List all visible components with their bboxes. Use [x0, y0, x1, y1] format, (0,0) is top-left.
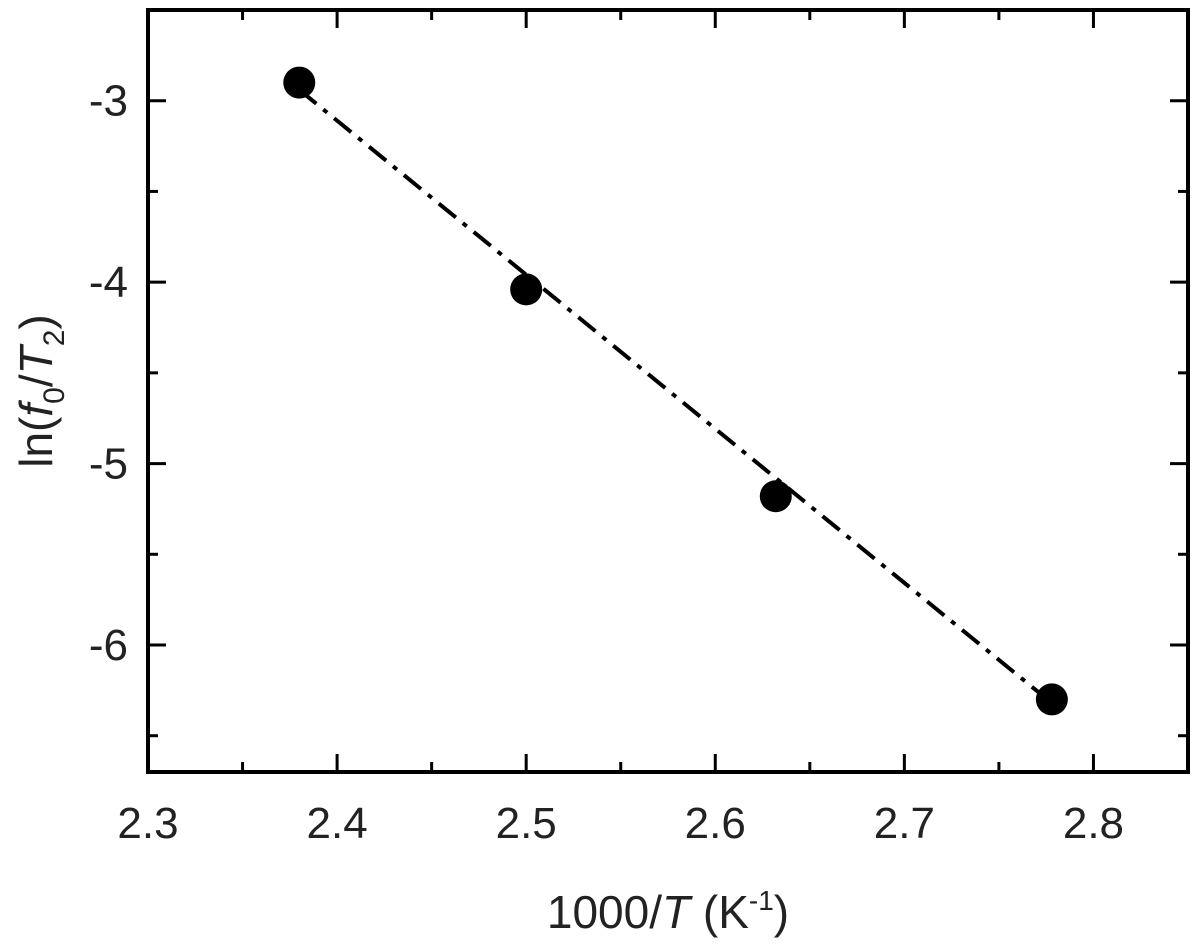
data-point [283, 66, 316, 99]
y-tick-label: -5 [89, 440, 128, 489]
data-point [759, 480, 792, 513]
x-tick-label: 2.3 [117, 799, 178, 848]
y-axis-label: ln(f0/T2) [10, 314, 71, 468]
x-axis-label: 1000/T (K-1) [547, 885, 789, 938]
x-axis-ticks: 2.3 2.4 2.5 2.6 2.7 2.8 [117, 10, 1190, 848]
x-tick-label: 2.5 [496, 799, 557, 848]
x-tick-label: 2.4 [307, 799, 368, 848]
y-tick-label: -6 [89, 621, 128, 670]
x-tick-label: 2.8 [1063, 799, 1124, 848]
data-points [283, 66, 1068, 716]
fit-line [298, 88, 1054, 705]
y-axis-ticks: -3 -4 -5 -6 [89, 8, 1188, 738]
x-tick-label: 2.6 [685, 799, 746, 848]
data-point [1035, 683, 1068, 716]
y-tick-label: -3 [89, 77, 128, 126]
plot-frame [146, 8, 1190, 774]
fit-line-group [298, 88, 1054, 705]
data-point [510, 273, 543, 306]
y-tick-label: -4 [89, 258, 128, 307]
x-tick-label: 2.7 [874, 799, 935, 848]
